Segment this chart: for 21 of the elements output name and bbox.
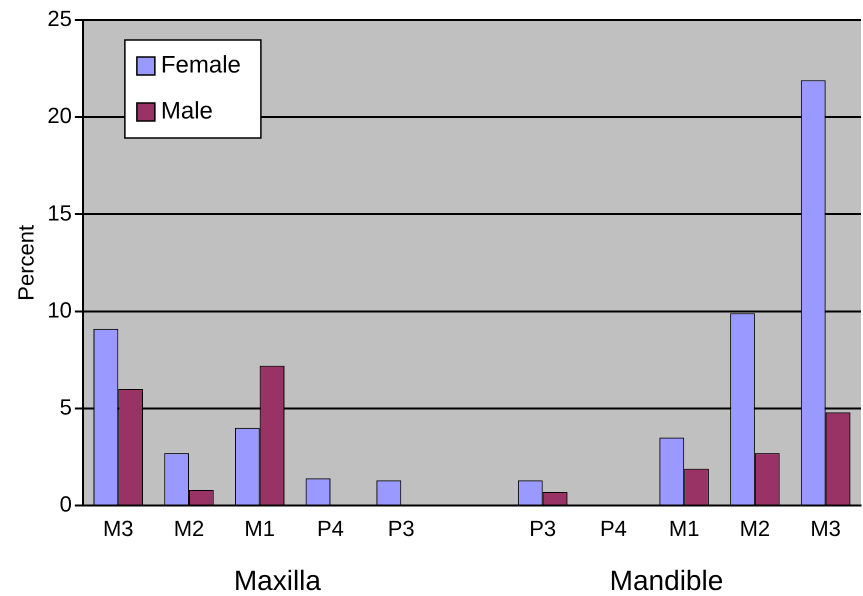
x-tick-label: P3 bbox=[529, 516, 556, 541]
y-tick-label: 25 bbox=[47, 6, 72, 32]
y-tick-label: 5 bbox=[60, 394, 72, 420]
text: Mandible bbox=[610, 565, 724, 596]
y-tick-label: 20 bbox=[47, 103, 72, 128]
x-tick-label: M1 bbox=[244, 516, 275, 541]
x-tick-label: M1 bbox=[668, 516, 700, 541]
y-tick-label: 0 bbox=[60, 492, 72, 517]
text: Maxilla bbox=[234, 565, 322, 596]
x-tick-label: M2 bbox=[740, 516, 770, 541]
x-tick-label: M2 bbox=[174, 516, 204, 541]
x-tick-label: M3 bbox=[102, 516, 134, 541]
y-tick-label: 10 bbox=[47, 297, 72, 322]
legend-label: Female bbox=[160, 52, 241, 79]
legend-label: Male bbox=[160, 98, 213, 125]
x-tick-label: P4 bbox=[316, 516, 344, 541]
y-tick-label: 15 bbox=[47, 200, 72, 226]
x-tick-label: M3 bbox=[810, 516, 841, 541]
y-axis-title: Percent bbox=[13, 224, 38, 301]
x-tick-label: P3 bbox=[388, 516, 415, 541]
x-tick-label: P4 bbox=[600, 516, 627, 541]
